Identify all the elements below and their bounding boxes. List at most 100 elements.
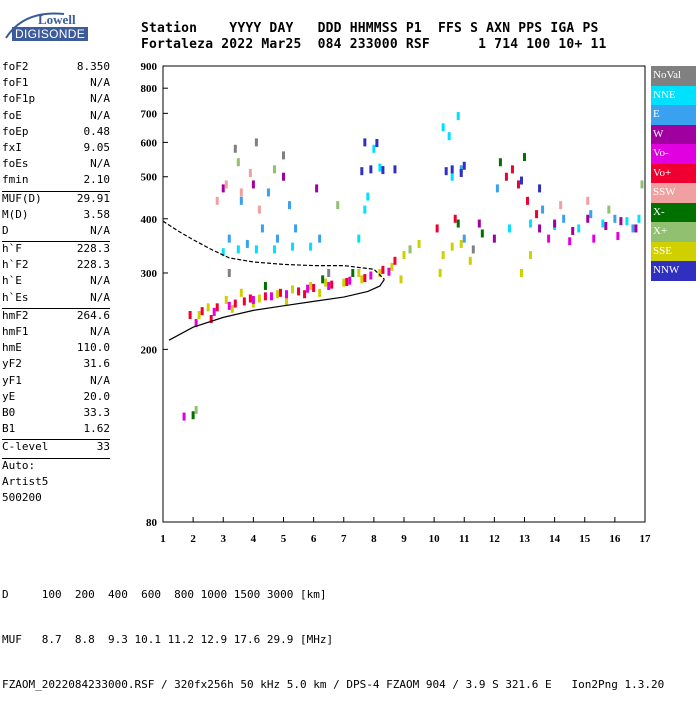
echo-point <box>435 224 439 233</box>
param-value: 31.6 <box>83 357 111 371</box>
param-note: 500200 <box>2 490 42 504</box>
echo-point <box>441 251 445 260</box>
echo-point <box>381 265 385 274</box>
y-tick-label: 900 <box>141 61 158 73</box>
echo-point <box>345 277 349 286</box>
echo-point <box>266 188 270 197</box>
echo-point <box>282 172 285 181</box>
echo-point <box>294 224 298 233</box>
echo-point <box>604 221 608 230</box>
x-tick-label: 3 <box>221 533 227 545</box>
param-value: 20.0 <box>83 389 111 403</box>
echo-point <box>278 288 282 297</box>
ionogram-chart: 1 2 3 4 5 6 7 8 9 10 11 12 13 14 15 16 17802003004005006… <box>141 61 652 545</box>
echo-point <box>257 294 261 303</box>
echo-point <box>285 290 289 299</box>
param-row: h`Es N/A <box>2 291 110 307</box>
echo-point <box>562 214 566 223</box>
echo-point <box>492 234 496 243</box>
logo-swoosh <box>5 12 65 39</box>
echo-point <box>275 290 279 299</box>
echo-point <box>194 405 198 414</box>
x-tick-label: 1 <box>160 533 166 545</box>
echo-point <box>233 299 237 308</box>
echo-point <box>616 232 620 241</box>
x-tick-label: 15 <box>579 533 591 545</box>
echo-point <box>263 281 267 290</box>
param-row: fmin 2.10 <box>2 173 110 189</box>
echo-point <box>363 138 367 147</box>
axis-ticks: 1 2 3 4 5 6 7 8 9 10 11 12 13 14 15 16 17802003004005006… <box>141 61 652 545</box>
x-tick-label: 14 <box>549 533 561 545</box>
echo-point <box>327 281 331 290</box>
param-row: B1 1.62 <box>2 422 110 438</box>
echo-point <box>309 242 313 251</box>
echo-point <box>324 278 328 287</box>
param-value: 3.58 <box>83 207 111 221</box>
echo-point <box>535 210 539 219</box>
echo-point <box>529 251 533 260</box>
param-row: foEs N/A <box>2 157 110 173</box>
echo-point <box>360 275 364 284</box>
echo-point <box>378 268 382 277</box>
echo-point <box>260 224 264 233</box>
param-row: D N/A <box>2 224 110 240</box>
echo-point <box>221 184 225 193</box>
echo-point <box>378 163 382 172</box>
echo-point <box>309 281 313 290</box>
x-tick-label: 10 <box>429 533 441 545</box>
param-label: D <box>2 223 9 237</box>
param-label: h`Es <box>2 290 29 304</box>
echo-point <box>254 245 258 254</box>
echo-point <box>625 217 629 226</box>
echo-point <box>459 239 463 248</box>
param-value: 264.6 <box>76 308 110 322</box>
echo-point <box>248 169 252 178</box>
echo-point <box>357 268 361 277</box>
param-row: h`F 228.3 <box>2 242 110 258</box>
param-label: foEp <box>2 124 29 138</box>
echo-points <box>182 112 644 421</box>
echo-point <box>363 274 367 283</box>
param-row: foF1p N/A <box>2 92 110 108</box>
echo-point <box>191 411 195 420</box>
param-value: N/A <box>90 92 110 106</box>
echo-point <box>444 167 448 176</box>
echo-point <box>221 248 225 257</box>
profile-curves <box>162 220 385 341</box>
param-value: N/A <box>90 108 110 122</box>
density-profile-curve <box>162 220 385 280</box>
echo-point <box>251 180 255 189</box>
legend-item: NoVal <box>651 66 696 86</box>
echo-point <box>194 319 198 328</box>
echo-point <box>438 268 442 277</box>
echo-point <box>227 268 231 277</box>
echo-point <box>577 224 581 233</box>
echo-point <box>372 144 376 153</box>
echo-point <box>315 184 319 193</box>
echo-point <box>381 166 385 175</box>
echo-point <box>510 165 514 174</box>
echo-point <box>387 267 391 276</box>
echo-point <box>318 288 322 297</box>
x-tick-label: 4 <box>251 533 257 545</box>
echo-point <box>291 285 295 294</box>
legend-item: W <box>651 124 696 144</box>
x-tick-label: 8 <box>371 533 377 545</box>
echo-point <box>507 224 511 233</box>
echo-point <box>450 242 454 251</box>
param-label: yE <box>2 389 16 403</box>
legend-item: SSE <box>651 241 696 261</box>
param-label: foEs <box>2 157 29 171</box>
echo-point <box>450 165 454 174</box>
echo-point <box>453 214 457 223</box>
param-value: N/A <box>90 290 110 304</box>
echo-point <box>275 234 279 243</box>
echo-point <box>369 165 373 174</box>
param-separator <box>2 241 110 243</box>
param-label: yF2 <box>2 357 22 371</box>
echo-point <box>592 234 596 243</box>
echo-point <box>450 172 454 181</box>
x-tick-label: 17 <box>640 533 652 545</box>
param-label: h`F2 <box>2 258 29 272</box>
